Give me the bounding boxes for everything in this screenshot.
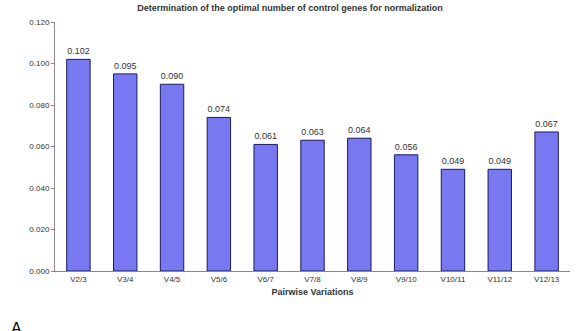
- svg-text:Determination of the optimal n: Determination of the optimal number of c…: [137, 3, 443, 13]
- svg-text:0.020: 0.020: [29, 225, 50, 234]
- svg-text:0.080: 0.080: [29, 101, 50, 110]
- svg-text:0.120: 0.120: [29, 18, 50, 27]
- svg-text:V4/5: V4/5: [164, 275, 181, 284]
- svg-text:0.100: 0.100: [29, 59, 50, 68]
- svg-text:0.060: 0.060: [29, 142, 50, 151]
- svg-text:0.095: 0.095: [114, 61, 137, 71]
- svg-text:0.074: 0.074: [208, 104, 231, 114]
- svg-text:Pairwise Variations: Pairwise Variations: [271, 287, 353, 297]
- svg-text:V6/7: V6/7: [257, 275, 274, 284]
- svg-text:V12/13: V12/13: [534, 275, 560, 284]
- svg-text:0.049: 0.049: [442, 156, 465, 166]
- svg-text:0.063: 0.063: [301, 127, 324, 137]
- svg-text:0.067: 0.067: [535, 119, 558, 129]
- svg-text:V9/10: V9/10: [396, 275, 417, 284]
- svg-text:V8/9: V8/9: [351, 275, 368, 284]
- svg-text:0.049: 0.049: [489, 156, 512, 166]
- svg-text:V5/6: V5/6: [211, 275, 228, 284]
- svg-text:0.040: 0.040: [29, 184, 50, 193]
- svg-text:0.000: 0.000: [29, 267, 50, 276]
- svg-text:A: A: [11, 320, 22, 331]
- svg-text:V3/4: V3/4: [117, 275, 134, 284]
- svg-text:V2/3: V2/3: [70, 275, 87, 284]
- svg-text:0.064: 0.064: [348, 125, 371, 135]
- svg-text:0.061: 0.061: [254, 131, 277, 141]
- svg-text:0.102: 0.102: [67, 46, 90, 56]
- svg-text:0.056: 0.056: [395, 142, 418, 152]
- svg-text:V11/12: V11/12: [487, 275, 512, 284]
- svg-text:0.090: 0.090: [161, 71, 184, 81]
- svg-text:V7/8: V7/8: [304, 275, 321, 284]
- svg-text:V10/11: V10/11: [441, 275, 466, 284]
